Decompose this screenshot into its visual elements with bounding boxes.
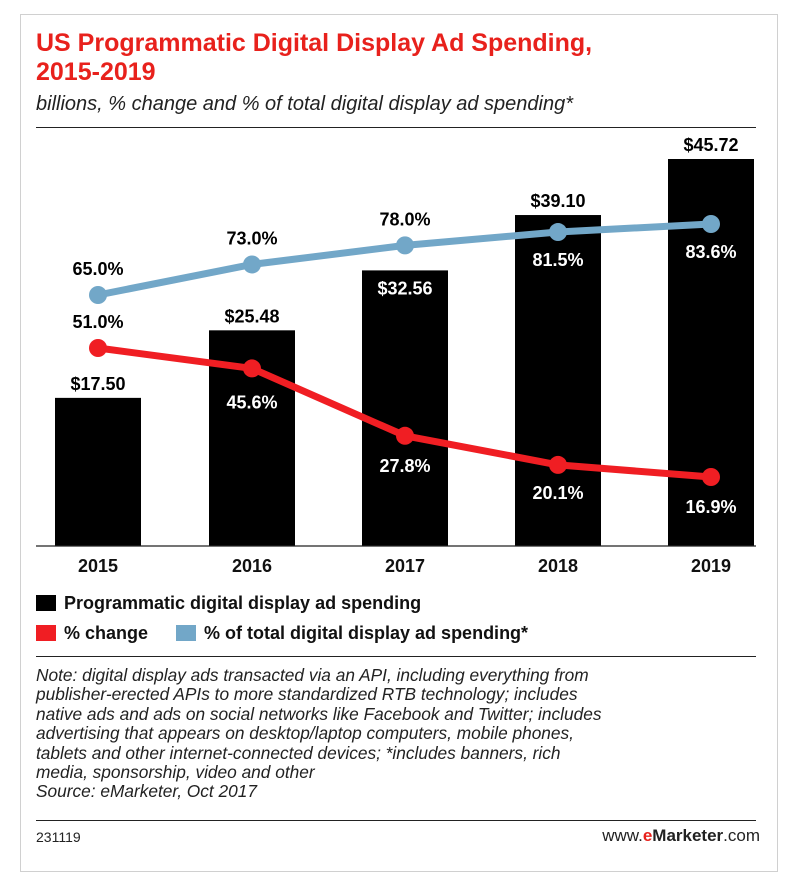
header-rule: [36, 127, 756, 128]
share-label-2015: 65.0%: [72, 259, 123, 279]
note-line: media, sponsorship, video and other: [36, 762, 315, 783]
share-point-2016: [243, 255, 261, 274]
legend-swatch-change: [36, 625, 56, 641]
share-point-2019: [702, 215, 720, 233]
brand-name: Marketer: [652, 826, 724, 845]
legend-swatch-share: [176, 625, 197, 641]
brand-accent: e: [642, 826, 653, 845]
brand-suffix: .com: [723, 826, 760, 845]
legend-label-share: % of total digital display ad spending*: [204, 623, 529, 643]
change-point-2017: [396, 426, 414, 445]
bar-2017: [362, 270, 448, 546]
bar-value-label-2015: $17.50: [70, 374, 125, 394]
chart-plot: $17.50 $25.48 $32.56 $39.10 $45.72 2015 2016 20…: [36, 135, 756, 576]
legend-swatch-spending: [36, 595, 56, 611]
chart-id: 231119: [36, 829, 81, 845]
note-source: Source: eMarketer, Oct 2017: [36, 781, 257, 802]
change-label-2016: 45.6%: [226, 392, 277, 412]
note-rule: [36, 656, 756, 657]
share-point-2018: [549, 223, 567, 242]
bar-2018: [515, 215, 601, 546]
chart-note: Note: digital display ads transacted via…: [36, 665, 766, 802]
x-tick-label-2019: 2019: [691, 556, 731, 576]
x-tick-label-2017: 2017: [385, 556, 425, 576]
bar-value-label-2016: $25.48: [224, 306, 279, 326]
change-label-2017: 27.8%: [379, 456, 430, 476]
chart-title: US Programmatic Digital Display Ad Spend…: [36, 29, 756, 87]
bar-value-label-2019: $45.72: [683, 135, 738, 155]
emarketer-logo: www.eMarketer.com: [602, 826, 760, 846]
change-point-2016: [243, 359, 261, 378]
legend-item-share: % of total digital display ad spending*: [176, 622, 528, 644]
share-label-2018: 81.5%: [532, 250, 583, 270]
share-point-2017: [396, 236, 414, 255]
change-point-2019: [702, 468, 720, 486]
note-line: tablets and other internet-connected dev…: [36, 742, 561, 763]
change-label-2015: 51.0%: [72, 312, 123, 332]
brand-prefix: www.: [602, 826, 643, 845]
chart-title-line-2: 2015-2019: [36, 58, 156, 86]
note-line: advertising that appears on desktop/lapt…: [36, 723, 574, 744]
legend-item-change: % change: [36, 622, 148, 644]
legend-label-change: % change: [64, 623, 149, 643]
legend-item-spending: Programmatic digital display ad spending: [36, 592, 421, 614]
note-line: publisher-erected APIs to more standardi…: [36, 684, 578, 705]
legend-row-1: Programmatic digital display ad spending: [36, 592, 449, 614]
share-label-2016: 73.0%: [226, 228, 277, 248]
legend-row-2: % change % of total digital display ad s…: [36, 622, 556, 644]
share-label-2019: 83.6%: [685, 242, 736, 262]
bar-value-label-2017: $32.56: [377, 278, 432, 298]
share-point-2015: [89, 286, 107, 304]
change-label-2018: 20.1%: [532, 483, 583, 503]
change-point-2018: [549, 455, 567, 474]
x-tick-label-2015: 2015: [78, 556, 118, 576]
legend-label-spending: Programmatic digital display ad spending: [64, 593, 422, 613]
x-tick-label-2018: 2018: [538, 556, 578, 576]
note-line: Note: digital display ads transacted via…: [36, 665, 589, 685]
bar-2015: [55, 397, 141, 546]
change-point-2015: [89, 339, 107, 357]
change-label-2019: 16.9%: [685, 497, 736, 517]
note-line: native ads and ads on social networks li…: [36, 703, 602, 724]
bar-value-label-2018: $39.10: [530, 191, 585, 211]
chart-subtitle: billions, % change and % of total digita…: [36, 93, 574, 115]
x-tick-label-2016: 2016: [232, 556, 272, 576]
footer-rule: [36, 820, 756, 821]
chart-title-line-1: US Programmatic Digital Display Ad Spend…: [36, 29, 593, 57]
share-label-2017: 78.0%: [379, 209, 430, 229]
